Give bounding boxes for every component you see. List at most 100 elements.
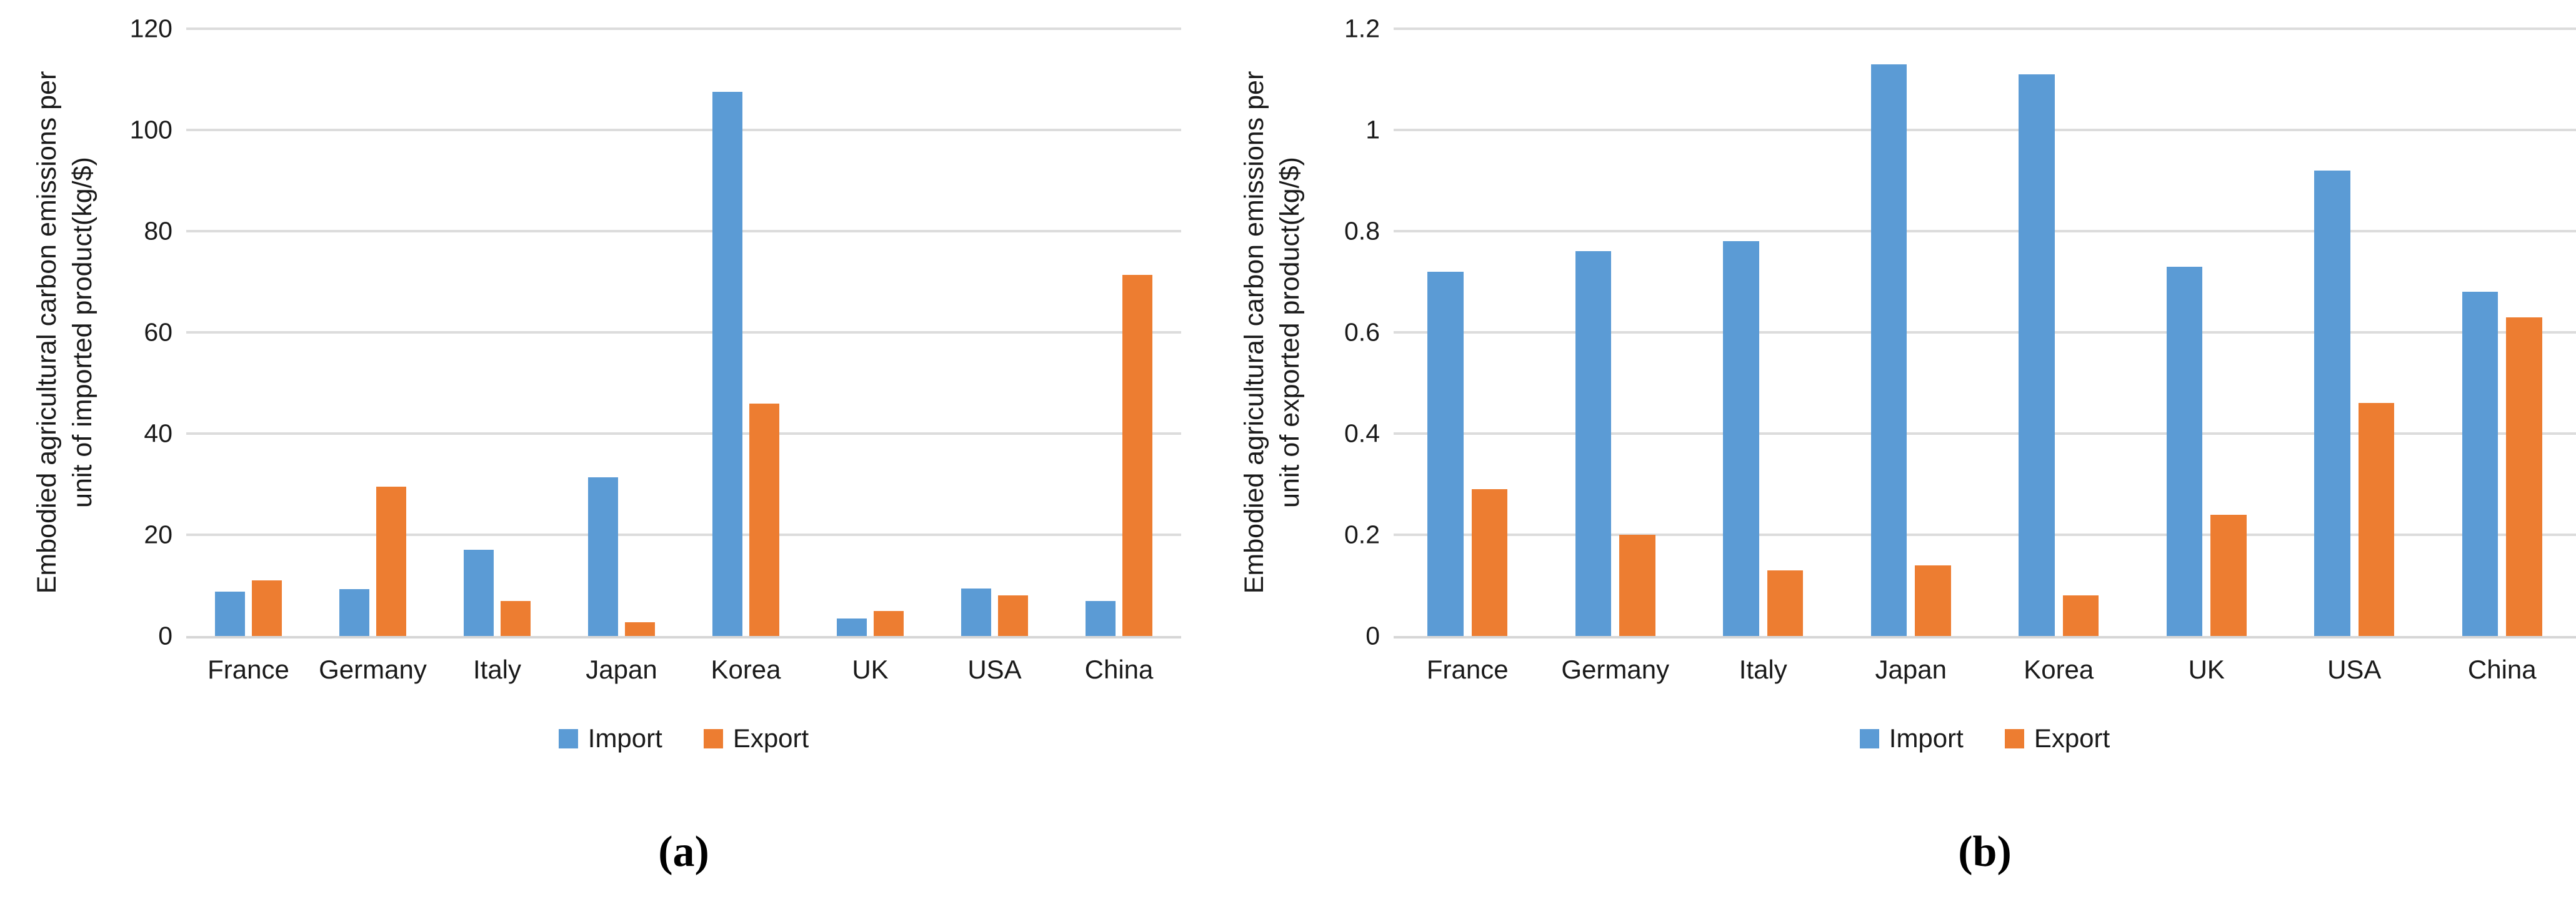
bar-group-usa (2280, 29, 2429, 636)
x-axis-label-china: China (2467, 655, 2537, 684)
chart-b: Embodied agricultural carbon emissions p… (1225, 14, 2576, 877)
y-tick-label-0.2: 0.2 (1344, 520, 1380, 549)
x-axis-label-usa: USA (967, 655, 1022, 684)
bar-export-germany (1619, 535, 1655, 636)
bar-import-france (214, 591, 246, 636)
legend-label-export: Export (2034, 723, 2110, 753)
bar-export-france (1471, 489, 1508, 636)
gridline (186, 331, 1181, 334)
y-axis-title-line1: Embodied agricultural carbon emissions p… (1239, 71, 1269, 594)
panel-a: Embodied agricultural carbon emissions p… (0, 14, 1181, 924)
x-axis-label-japan: Japan (586, 655, 657, 684)
x-axis-label-france: France (1426, 655, 1509, 684)
y-axis-title-line2: unit of imported product(kg/$) (67, 157, 97, 508)
bar-import-usa (2314, 170, 2350, 636)
bar-export-japan (1915, 565, 1951, 636)
plot-area-b (1394, 27, 2576, 638)
legend-b: Import Export (1394, 723, 2576, 753)
bar-group-japan (1837, 29, 1985, 636)
gridline (1394, 128, 2576, 131)
bar-export-germany (376, 487, 407, 636)
bar-export-usa (2358, 403, 2395, 636)
bar-import-france (1427, 271, 1464, 636)
bar-group-china (1057, 29, 1181, 636)
y-axis-title-line1: Embodied agricultural carbon emissions p… (32, 71, 62, 594)
bar-export-italy (500, 601, 531, 636)
x-axis-label-uk: UK (852, 655, 889, 684)
y-tick-label-1: 1 (1365, 115, 1380, 144)
chart-a: Embodied agricultural carbon emissions p… (17, 14, 1181, 877)
bar-import-japan (587, 477, 619, 636)
bar-group-germany (1542, 29, 1690, 636)
y-axis-title-a: Embodied agricultural carbon emissions p… (17, 29, 112, 636)
bar-import-china (2462, 292, 2499, 636)
y-tick-label-0.6: 0.6 (1344, 317, 1380, 347)
bar-group-italy (1689, 29, 1837, 636)
legend-label-import: Import (1889, 723, 1964, 753)
bar-import-korea (2019, 74, 2055, 636)
gridline (186, 534, 1181, 536)
bar-import-italy (463, 550, 494, 636)
gridline (1394, 432, 2576, 435)
legend-swatch-import (1859, 728, 1879, 748)
y-tick-label-0: 0 (1365, 621, 1380, 650)
caption-a: (a) (658, 828, 709, 876)
x-axis-label-germany: Germany (319, 655, 427, 684)
bar-export-uk (2210, 514, 2247, 636)
legend-label-export: Export (732, 723, 809, 753)
y-tick-label-0: 0 (158, 621, 172, 650)
gridline (1394, 534, 2576, 536)
bar-export-korea (2062, 595, 2099, 636)
y-axis-title-line2: unit of exported product(kg/$) (1275, 157, 1305, 508)
bar-import-uk (836, 618, 867, 636)
x-axis-label-germany: Germany (1561, 655, 1670, 684)
y-tick-label-40: 40 (144, 419, 172, 448)
bar-import-korea (712, 92, 743, 636)
x-axis-labels-a: France Germany Italy Japan Korea UK USA China (186, 655, 1181, 685)
bar-group-uk (2133, 29, 2281, 636)
gridline (186, 432, 1181, 435)
x-axis-label-italy: Italy (1739, 655, 1787, 684)
bar-import-uk (2166, 266, 2203, 636)
legend-swatch-export (703, 728, 723, 748)
plot-area-a (186, 27, 1181, 638)
bar-import-germany (339, 589, 370, 636)
bar-group-france (1394, 29, 1542, 636)
bar-groups (1394, 29, 2576, 636)
bar-import-usa (961, 588, 992, 636)
bar-group-korea (684, 29, 808, 636)
bar-group-japan (559, 29, 684, 636)
bar-group-korea (1985, 29, 2133, 636)
panel-b: Embodied agricultural carbon emissions p… (1181, 14, 2576, 924)
x-axis-labels-b: France Germany Italy Japan Korea UK USA China (1394, 655, 2576, 685)
legend-swatch-import (558, 728, 578, 748)
bar-groups (186, 29, 1181, 636)
bar-export-usa (997, 595, 1029, 636)
y-axis-title-b: Embodied agricultural carbon emissions p… (1225, 29, 1320, 636)
x-axis-label-japan: Japan (1875, 655, 1947, 684)
bar-export-japan (624, 622, 656, 636)
y-tick-label-80: 80 (144, 216, 172, 246)
caption-b: (b) (1958, 828, 2012, 876)
x-axis-label-korea: Korea (711, 655, 781, 684)
gridline (186, 128, 1181, 131)
bar-group-china (2429, 29, 2576, 636)
y-tick-label-60: 60 (144, 317, 172, 347)
bar-group-usa (932, 29, 1057, 636)
legend-item-export: Export (703, 723, 809, 753)
x-axis-label-france: France (207, 655, 289, 684)
y-tick-label-20: 20 (144, 520, 172, 549)
legend-a: Import Export (186, 723, 1181, 753)
bar-export-china (1122, 275, 1153, 636)
y-tick-label-120: 120 (129, 14, 172, 43)
x-axis-label-italy: Italy (472, 655, 522, 684)
bar-export-china (2506, 317, 2542, 636)
gridline (1394, 229, 2576, 232)
x-axis-label-china: China (1084, 655, 1154, 684)
bar-group-uk (808, 29, 932, 636)
bar-export-korea (749, 404, 780, 636)
bar-import-japan (1870, 64, 1907, 636)
bar-group-italy (435, 29, 559, 636)
bar-group-france (186, 29, 311, 636)
x-axis-label-uk: UK (2188, 655, 2225, 684)
